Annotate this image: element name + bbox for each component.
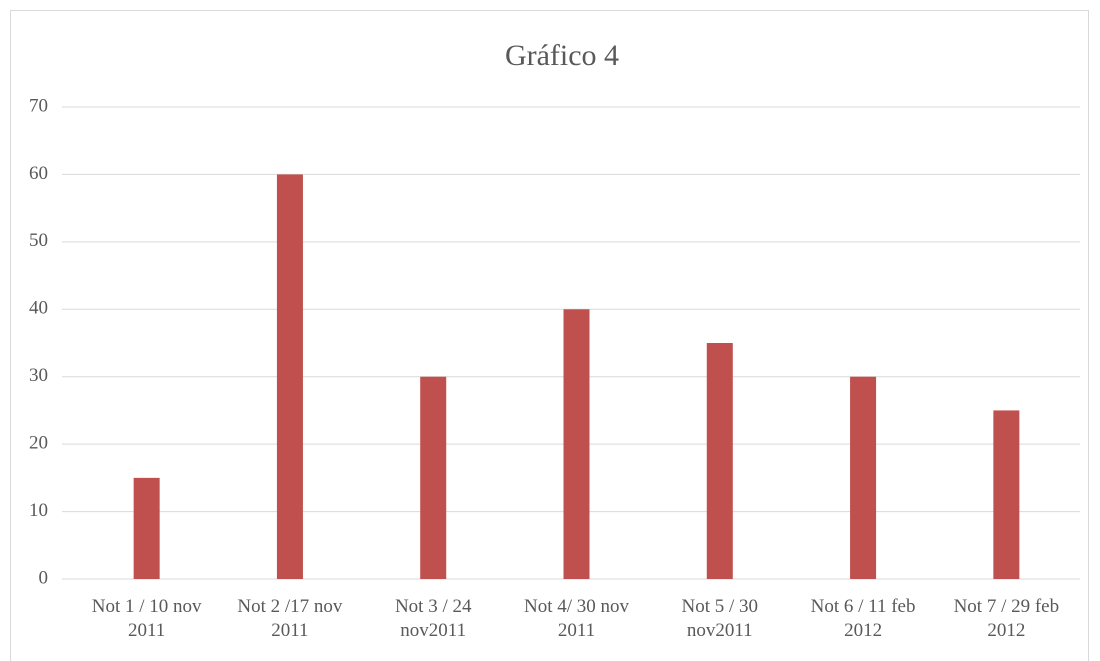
bar: [133, 477, 160, 579]
x-tick-label: Not 4/ 30 nov 2011: [523, 596, 629, 641]
chart-border: [10, 10, 1089, 661]
bar: [850, 376, 877, 579]
x-tick-label: Not 5 / 30 nov2011: [681, 596, 759, 641]
x-tick-label-box: Not 2 /17 nov 2011: [237, 596, 343, 641]
y-tick-label: 30: [29, 365, 48, 386]
x-tick-label: Not 6 / 11 feb 2012: [810, 596, 916, 641]
y-tick-label: 40: [29, 298, 48, 319]
x-tick-label: Not 2 /17 nov 2011: [237, 596, 343, 641]
y-tick-label: 50: [29, 230, 48, 251]
bar: [420, 376, 447, 579]
x-tick-label: Not 7 / 29 feb 2012: [953, 596, 1060, 641]
x-tick-label-box: Not 4/ 30 nov 2011: [523, 596, 629, 641]
chart-title: Gráfico 4: [505, 39, 619, 72]
bar: [706, 343, 733, 579]
y-tick-label: 60: [29, 163, 48, 184]
x-tick-label-box: Not 1 / 10 nov 2011: [91, 596, 202, 641]
x-tick-label-box: Not 7 / 29 feb 2012: [953, 596, 1060, 641]
bar: [276, 174, 303, 579]
bar: [993, 410, 1020, 579]
x-tick-label-box: Not 3 / 24 nov2011: [394, 596, 472, 641]
x-tick-label-box: Not 5 / 30 nov2011: [681, 596, 759, 641]
bar: [563, 309, 590, 579]
y-tick-label: 10: [29, 500, 48, 521]
y-tick-label: 0: [39, 567, 49, 588]
y-tick-label: 20: [29, 433, 48, 454]
y-tick-label: 70: [29, 95, 48, 116]
x-tick-label-box: Not 6 / 11 feb 2012: [810, 596, 916, 641]
x-tick-label: Not 1 / 10 nov 2011: [91, 596, 202, 641]
x-tick-label: Not 3 / 24 nov2011: [394, 596, 472, 641]
